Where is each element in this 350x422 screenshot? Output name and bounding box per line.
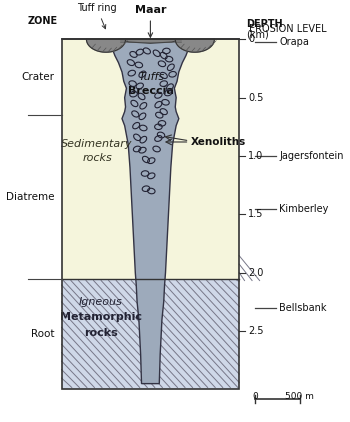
Bar [62, 39, 239, 279]
Text: Orapa: Orapa [279, 37, 309, 46]
Text: Breccia: Breccia [128, 86, 174, 96]
Text: 0: 0 [252, 392, 258, 401]
Polygon shape [118, 39, 182, 43]
Text: Igneous: Igneous [79, 297, 122, 307]
Text: 2.5: 2.5 [248, 326, 264, 336]
Text: Maar: Maar [135, 5, 166, 37]
Text: Crater: Crater [21, 72, 55, 82]
Text: 0.5: 0.5 [248, 92, 264, 103]
Text: DEPTH: DEPTH [246, 19, 283, 30]
Text: (km): (km) [246, 29, 269, 39]
Text: 2.0: 2.0 [248, 268, 264, 278]
Text: Diatreme: Diatreme [6, 192, 55, 202]
Text: Xenoliths: Xenoliths [191, 137, 246, 147]
Text: Tuff ring: Tuff ring [77, 3, 117, 29]
Bar [62, 39, 239, 390]
Text: 1.5: 1.5 [248, 209, 264, 219]
Bar [62, 279, 239, 390]
Text: 1.0: 1.0 [248, 151, 263, 161]
Text: Sedimentary: Sedimentary [61, 139, 133, 149]
Text: Kimberley: Kimberley [279, 203, 329, 214]
Text: 0: 0 [248, 34, 254, 44]
Text: Jagersfontein: Jagersfontein [279, 151, 344, 161]
Text: Bellsbank: Bellsbank [279, 303, 327, 313]
Text: Root: Root [31, 329, 55, 339]
Text: rocks: rocks [82, 153, 112, 163]
Text: EROSION LEVEL: EROSION LEVEL [249, 24, 327, 34]
Text: Metamorphic: Metamorphic [60, 312, 142, 322]
Polygon shape [86, 39, 126, 52]
Polygon shape [175, 39, 214, 52]
Polygon shape [113, 39, 188, 384]
Text: Tuffs: Tuffs [138, 72, 164, 81]
Text: ZONE: ZONE [28, 16, 58, 26]
Text: rocks: rocks [84, 328, 118, 338]
Text: 500 m: 500 m [285, 392, 314, 401]
